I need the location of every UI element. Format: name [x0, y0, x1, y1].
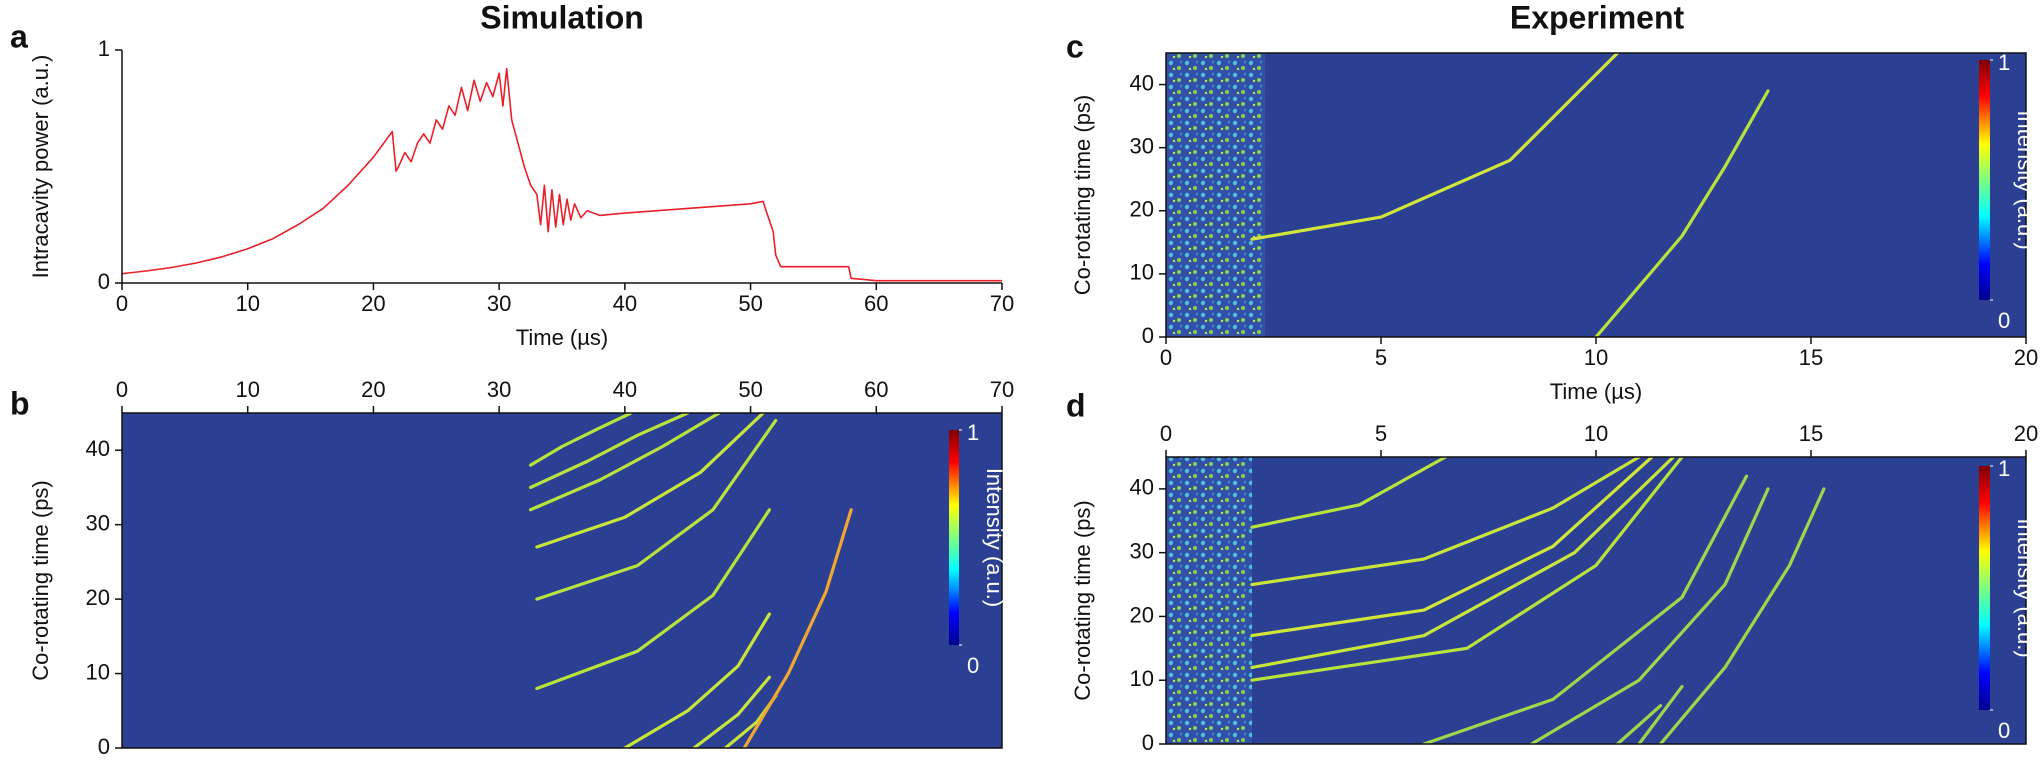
- colorbar-label: Intensity (a.u.): [982, 468, 1007, 607]
- colorbar-label: Intensity (a.u.): [2013, 110, 2038, 249]
- colorbar-tick-label: 1: [1998, 50, 2010, 75]
- y-tick-label: 40: [1130, 70, 1154, 95]
- x-tick-label: 15: [1799, 345, 1823, 370]
- y-tick-label: 20: [86, 585, 110, 610]
- y-tick-label: 30: [1130, 538, 1154, 563]
- colorbar-tick-label: 1: [1998, 456, 2010, 481]
- soliton-trace: [535, 413, 765, 549]
- y-tick-label: 1: [98, 36, 110, 61]
- x-tick-label: 5: [1375, 421, 1387, 446]
- y-tick-label: 0: [1142, 323, 1154, 348]
- soliton-trace: [742, 508, 853, 748]
- y-tick-label: 40: [86, 436, 110, 461]
- soliton-trace: [535, 418, 778, 601]
- x-axis-label: Time (µs): [516, 325, 609, 350]
- soliton-trace: [1637, 684, 1684, 744]
- x-tick-label: 5: [1375, 345, 1387, 370]
- x-tick-label: 60: [864, 291, 888, 316]
- soliton-trace: [535, 508, 772, 691]
- y-tick-label: 0: [1142, 730, 1154, 755]
- x-axis-label: Time (µs): [1550, 379, 1643, 404]
- y-axis-label: Co-rotating time (ps): [28, 480, 53, 681]
- x-tick-label: 50: [738, 291, 762, 316]
- soliton-trace: [1658, 487, 1826, 744]
- colorbar-tick-label: 0: [967, 653, 979, 678]
- colorbar-label: Intensity (a.u.): [2013, 518, 2038, 657]
- soliton-trace: [528, 413, 690, 490]
- soliton-trace: [528, 413, 633, 467]
- x-tick-label: 10: [235, 377, 259, 402]
- x-tick-label: 70: [990, 377, 1014, 402]
- colorbar-tick-label: 0: [1998, 718, 2010, 743]
- plot-frame: [1165, 456, 2027, 745]
- colorbar-tick-label: 0: [1998, 308, 2010, 333]
- panel-title: Experiment: [1510, 0, 1685, 35]
- x-tick-label: 50: [738, 377, 762, 402]
- x-tick-label: 20: [361, 291, 385, 316]
- soliton-trace: [1250, 457, 1676, 670]
- y-tick-label: 20: [1130, 197, 1154, 222]
- soliton-trace: [623, 612, 772, 748]
- heatmap-background: [122, 413, 1002, 748]
- soliton-trace: [1594, 89, 1770, 337]
- x-tick-label: 0: [1160, 345, 1172, 370]
- y-tick-label: 10: [1130, 666, 1154, 691]
- x-tick-label: 20: [2014, 345, 2038, 370]
- soliton-trace: [528, 413, 721, 512]
- y-tick-label: 10: [86, 659, 110, 684]
- y-tick-label: 0: [98, 734, 110, 759]
- x-tick-label: 60: [864, 377, 888, 402]
- x-tick-label: 0: [116, 291, 128, 316]
- x-tick-label: 10: [235, 291, 259, 316]
- x-tick-label: 20: [361, 377, 385, 402]
- panel-title: Simulation: [480, 0, 644, 35]
- y-tick-label: 10: [1130, 260, 1154, 285]
- x-tick-label: 40: [613, 291, 637, 316]
- soliton-trace: [1250, 457, 1448, 529]
- x-tick-label: 0: [1160, 421, 1172, 446]
- y-tick-label: 30: [1130, 133, 1154, 158]
- noise-region: [1166, 457, 1252, 744]
- y-axis-label: Intracavity power (a.u.): [28, 55, 53, 279]
- noise-region: [1166, 53, 1265, 337]
- soliton-trace: [692, 675, 772, 748]
- panel-letter: d: [1066, 387, 1086, 423]
- power-line: [122, 67, 1002, 282]
- soliton-trace: [1250, 457, 1641, 587]
- x-tick-label: 20: [2014, 421, 2038, 446]
- heatmap-background: [1166, 53, 2026, 337]
- x-tick-label: 15: [1799, 421, 1823, 446]
- x-tick-label: 70: [990, 291, 1014, 316]
- soliton-trace: [1250, 53, 1620, 241]
- colorbar: [1979, 60, 1990, 300]
- y-axis-label: Co-rotating time (ps): [1070, 95, 1095, 296]
- panel-letter: b: [10, 385, 30, 421]
- heatmap-background: [1166, 457, 2026, 744]
- colorbar: [1979, 466, 1990, 710]
- y-tick-label: 0: [98, 269, 110, 294]
- y-tick-label: 30: [86, 510, 110, 535]
- plot-frame: [1165, 52, 2027, 338]
- colorbar-tick-label: 1: [967, 420, 979, 445]
- x-tick-label: 0: [116, 377, 128, 402]
- soliton-trace: [1422, 474, 1749, 744]
- x-tick-label: 30: [487, 377, 511, 402]
- soliton-trace: [1250, 457, 1684, 682]
- x-tick-label: 10: [1584, 421, 1608, 446]
- y-axis-label: Co-rotating time (ps): [1070, 500, 1095, 701]
- x-tick-label: 10: [1584, 345, 1608, 370]
- plot-frame: [121, 412, 1003, 749]
- soliton-trace: [1615, 704, 1663, 744]
- panel-letter: a: [10, 18, 28, 54]
- soliton-trace: [1250, 457, 1654, 638]
- x-tick-label: 40: [613, 377, 637, 402]
- colorbar: [949, 430, 959, 645]
- y-tick-label: 40: [1130, 475, 1154, 500]
- soliton-trace: [1529, 487, 1770, 744]
- panel-letter: c: [1066, 28, 1084, 64]
- x-tick-label: 30: [487, 291, 511, 316]
- y-tick-label: 20: [1130, 602, 1154, 627]
